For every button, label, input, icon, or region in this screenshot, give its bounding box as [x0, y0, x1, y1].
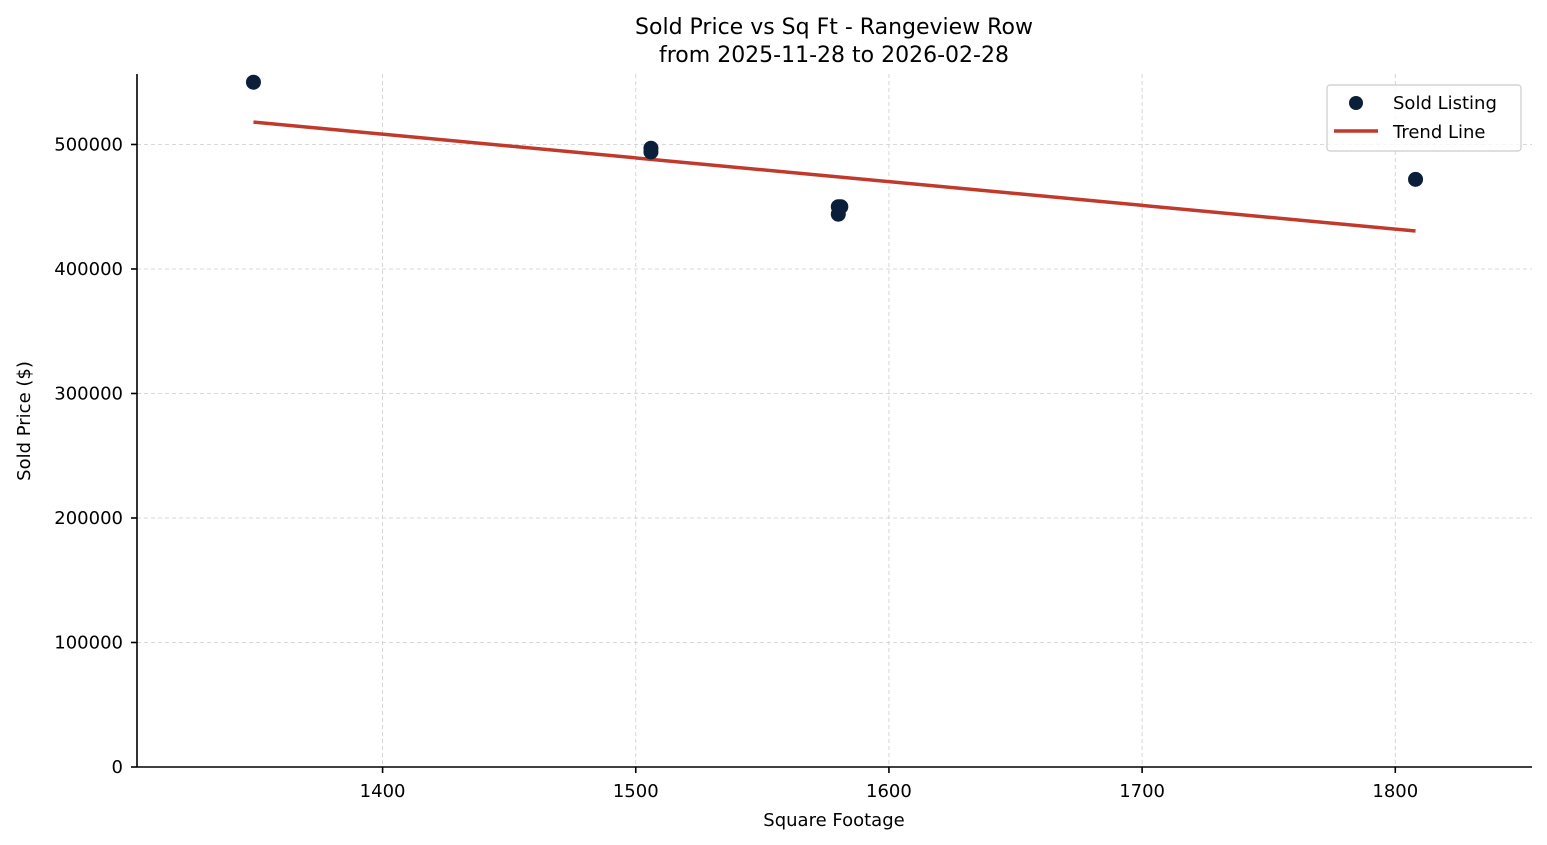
scatter-points	[245, 74, 1424, 222]
x-tick-label: 1800	[1372, 781, 1418, 802]
grid-lines	[137, 74, 1532, 767]
legend-label-sold: Sold Listing	[1393, 93, 1497, 114]
y-axis-label: Sold Price ($)	[14, 361, 35, 481]
chart-title: Sold Price vs Sq Ft - Rangeview Row	[635, 15, 1033, 40]
x-axis-label: Square Footage	[763, 810, 904, 831]
chart-subtitle: from 2025-11-28 to 2026-02-28	[659, 43, 1009, 68]
data-point	[830, 206, 846, 222]
legend-box	[1326, 84, 1522, 152]
x-tick-label: 1700	[1119, 781, 1165, 802]
legend: Sold Listing Trend Line	[1326, 84, 1522, 152]
x-tick-label: 1600	[866, 781, 912, 802]
y-tick-label: 400000	[54, 259, 123, 280]
x-tick-label: 1400	[360, 781, 406, 802]
data-point	[1408, 171, 1424, 187]
axes	[131, 74, 1532, 773]
legend-marker-icon	[1349, 96, 1363, 110]
data-point	[643, 144, 659, 160]
y-tick-label: 100000	[54, 632, 123, 653]
y-tick-label: 500000	[54, 134, 123, 155]
legend-label-trend: Trend Line	[1392, 122, 1486, 143]
trend-line	[253, 120, 1416, 233]
data-point	[245, 74, 261, 90]
tick-labels: 1400 1500 1600 1700 1800 0 100000 200000 300000 4…	[54, 134, 1418, 802]
trend-line-segment	[253, 120, 1416, 233]
x-tick-label: 1500	[613, 781, 659, 802]
y-tick-label: 200000	[54, 508, 123, 529]
y-tick-label: 0	[112, 757, 123, 778]
y-tick-label: 300000	[54, 383, 123, 404]
